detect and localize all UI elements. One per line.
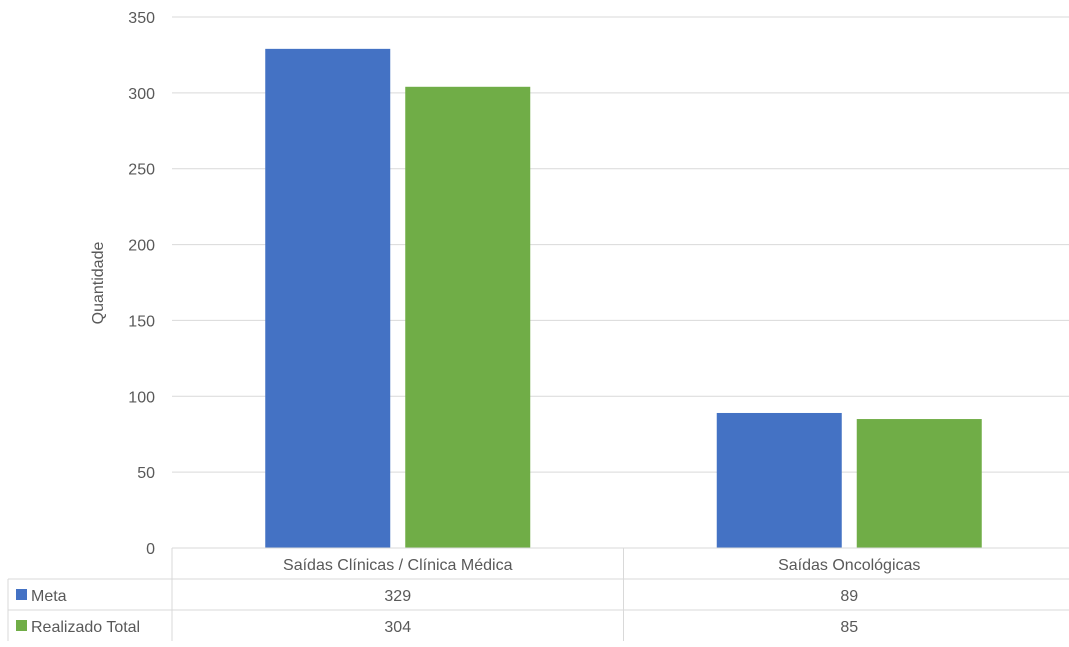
y-tick-labels: 0 50 100 150 200 250 300 350 (128, 10, 155, 558)
x-category-label: Saídas Clínicas / Clínica Médica (283, 557, 513, 574)
y-tick-label: 50 (137, 465, 155, 482)
bar-meta (265, 48, 391, 549)
legend-entry: Realizado Total (31, 619, 140, 636)
bar-realizado-total (856, 419, 982, 548)
legend-swatch (16, 589, 27, 600)
y-tick-label: 300 (128, 86, 155, 103)
y-tick-label: 350 (128, 10, 155, 27)
bar-realizado-total (405, 86, 531, 548)
data-table: Saídas Clínicas / Clínica Médica Saídas O… (7, 547, 1069, 641)
data-table-value: 329 (384, 588, 411, 605)
y-axis-label: Quantidade (90, 242, 107, 325)
data-table-value: 89 (840, 588, 858, 605)
bars (265, 48, 982, 549)
bar-meta (716, 412, 842, 548)
x-category-label: Saídas Oncológicas (778, 557, 920, 574)
data-table-value: 304 (384, 619, 411, 636)
y-tick-label: 200 (128, 238, 155, 255)
legend-swatch (16, 620, 27, 631)
data-table-value: 85 (840, 619, 858, 636)
legend-entry: Meta (31, 588, 67, 605)
y-tick-label: 0 (146, 541, 155, 558)
y-tick-label: 100 (128, 389, 155, 406)
y-tick-label: 250 (128, 162, 155, 179)
y-tick-label: 150 (128, 313, 155, 330)
